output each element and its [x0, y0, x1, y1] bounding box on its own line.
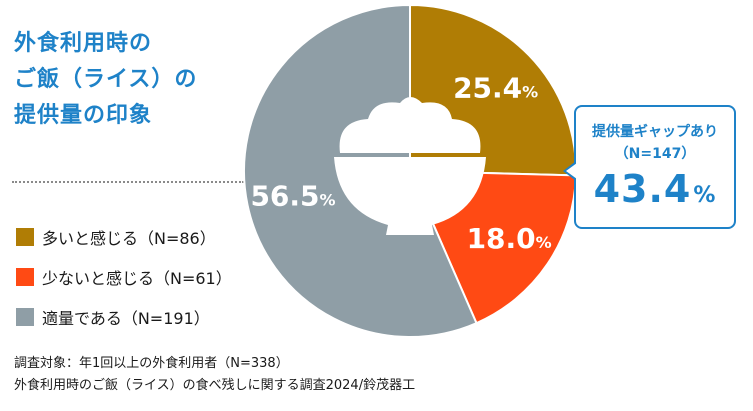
legend-label-many: 多いと感じる（N=86）	[42, 229, 216, 248]
legend-label-few: 少ないと感じる（N=61）	[42, 269, 232, 288]
slice-label-many: 25.4%	[453, 72, 538, 105]
callout-label: 提供量ギャップあり	[592, 124, 718, 140]
legend-swatch-many	[16, 228, 34, 246]
callout-n: （N=147）	[614, 146, 696, 162]
title-line-2: ご飯（ライス）の	[14, 67, 198, 92]
callout-unit: %	[693, 183, 717, 208]
legend-item-appropriate: 適量である（N=191）	[16, 306, 232, 328]
chart-title: 外食利用時の ご飯（ライス）の 提供量の印象	[14, 26, 197, 134]
callout-value: 43.4	[593, 167, 692, 211]
legend-swatch-appropriate	[16, 308, 34, 326]
slice-label-appropriate: 56.5%	[250, 179, 335, 212]
footnote: 調査対象：年1回以上の外食利用者（N=338） 外食利用時のご飯（ライス）の食べ…	[14, 353, 415, 397]
slice-label-few: 18.0%	[467, 222, 552, 255]
callout-value-wrap: 43.4%	[576, 167, 734, 211]
rice-bowl-icon	[334, 97, 486, 235]
gap-callout: 提供量ギャップあり （N=147） 43.4%	[563, 105, 736, 229]
footnote-line-2: 外食利用時のご飯（ライス）の食べ残しに関する調査2024/鈴茂器工	[14, 378, 416, 393]
title-line-1: 外食利用時の	[14, 31, 153, 56]
dotted-divider	[12, 181, 244, 183]
footnote-line-1: 調査対象：年1回以上の外食利用者（N=338）	[14, 356, 289, 371]
legend: 多いと感じる（N=86） 少ないと感じる（N=61） 適量である（N=191）	[16, 226, 232, 346]
legend-item-few: 少ないと感じる（N=61）	[16, 266, 232, 288]
legend-swatch-few	[16, 268, 34, 286]
legend-label-appropriate: 適量である（N=191）	[42, 309, 210, 328]
legend-item-many: 多いと感じる（N=86）	[16, 226, 232, 248]
title-line-3: 提供量の印象	[14, 103, 153, 128]
